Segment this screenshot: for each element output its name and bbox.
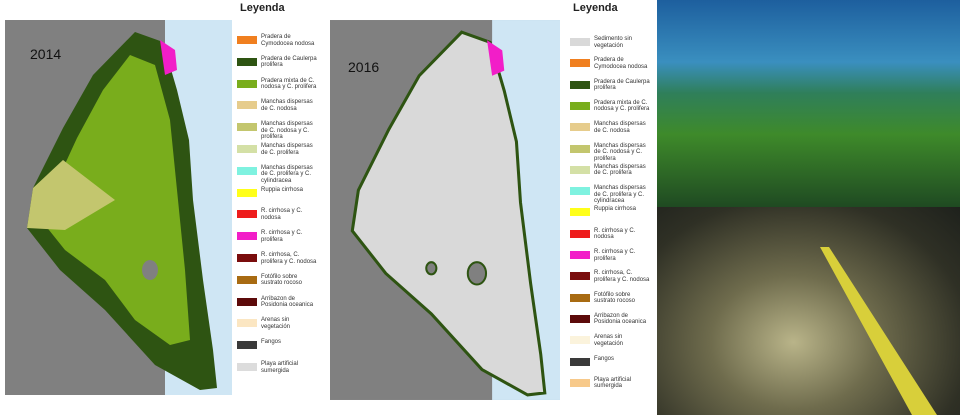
legend-swatch <box>237 79 257 88</box>
legend-title: Leyenda <box>240 2 285 14</box>
legend-swatch <box>570 378 590 387</box>
legend-swatch <box>570 272 590 281</box>
photo-seagrass <box>657 0 960 207</box>
legend-swatch <box>570 144 590 153</box>
legend-label: Ruppia cirrhosa <box>594 206 637 213</box>
legend-label: Pradera de Cymodocea nodosa <box>594 57 648 70</box>
legend-label: Arenas sin vegetación <box>261 317 291 330</box>
legend-swatch <box>570 101 590 110</box>
legend-swatch <box>237 363 257 371</box>
legend-label: Pradera de Caulerpa prolifera <box>594 78 650 92</box>
legend-label: R. cirrhosa, C. prolifera y C. nodosa <box>594 270 650 283</box>
legend-label: R. cirrhosa, C. prolifera y C. nodosa <box>261 252 317 265</box>
legend-swatch <box>570 187 590 196</box>
legend-swatch <box>570 80 590 89</box>
legend-label: Arribazon de Posidonia oceanica <box>594 312 647 326</box>
legend-label: Playa artificial sumergida <box>261 361 299 374</box>
legend-title: Leyenda <box>573 2 618 14</box>
legend-swatch <box>237 232 257 241</box>
legend-label: Playa artificial sumergida <box>594 376 632 390</box>
legend-swatch <box>237 319 257 328</box>
legend-label: Fotófilo sobre sustrato rocoso <box>261 273 303 287</box>
legend-swatch <box>237 210 257 219</box>
year-label: 2014 <box>30 46 62 62</box>
legend-swatch <box>570 336 590 345</box>
legend-swatch <box>237 275 257 284</box>
legend-label: Manchas dispersas de C. prolifera y C. c… <box>261 164 313 184</box>
legend-label: Pradera mixta de C. nodosa y C. prolifer… <box>261 77 317 91</box>
legend-label: Ruppia cirrhosa <box>261 186 304 193</box>
legend-label: Manchas dispersas de C. prolifera y C. c… <box>594 185 646 205</box>
legend-label: Fotófilo sobre sustrato rocoso <box>594 291 636 305</box>
legend-swatch <box>570 357 590 366</box>
legend-swatch <box>570 229 590 238</box>
legend-label: Manchas dispersas de C. prolifera <box>261 143 313 156</box>
legend-label: R. cirrhosa y C. prolifera <box>594 249 636 262</box>
legend-label: Fangos <box>594 355 615 362</box>
legend-label: Pradera de Cymodocea nodosa <box>261 34 315 47</box>
legend-label: Manchas dispersas de C. nodosa <box>594 121 646 134</box>
legend-label: Arenas sin vegetación <box>594 334 624 347</box>
legend-label: Manchas dispersas de C. nodosa y C. prol… <box>594 142 646 162</box>
legend-swatch <box>570 314 590 323</box>
map-2016 <box>330 20 560 400</box>
legend-swatch <box>570 251 590 259</box>
legend-label: R. cirrhosa y C. prolifera <box>261 230 303 243</box>
legend-swatch <box>237 341 257 350</box>
year-label: 2016 <box>348 59 380 75</box>
legend-label: Sedimento sin vegetación <box>594 36 633 49</box>
legend-swatch <box>570 59 590 68</box>
legend-swatch <box>237 57 257 66</box>
legend-label: Pradera mixta de C. nodosa y C. prolifer… <box>594 99 650 113</box>
legend-swatch <box>570 293 590 302</box>
legend-label: Arribazon de Posidonia oceanica <box>261 295 314 309</box>
legend-swatch <box>237 166 257 175</box>
legend-label: Manchas dispersas de C. nodosa <box>261 99 313 112</box>
legend-label: Fangos <box>261 339 282 346</box>
legend-swatch <box>237 101 257 110</box>
legend-swatch <box>570 38 590 46</box>
tape-measure <box>820 247 937 415</box>
legend-swatch <box>237 297 257 306</box>
legend-label: Pradera de Caulerpa prolifera <box>261 55 317 69</box>
legend-swatch <box>237 36 257 44</box>
legend-swatch <box>570 123 590 132</box>
legend-swatch <box>237 123 257 132</box>
legend-swatch <box>237 254 257 262</box>
legend-swatch <box>570 165 590 174</box>
legend-label: Manchas dispersas de C. prolifera <box>594 163 646 177</box>
legend-label: Manchas dispersas de C. nodosa y C. prol… <box>261 121 313 141</box>
legend-label: R. cirrhosa y C. nodosa <box>594 227 636 241</box>
legend-swatch <box>570 208 590 217</box>
legend-swatch <box>237 145 257 153</box>
legend-label: R. cirrhosa y C. nodosa <box>261 208 303 221</box>
map-2014 <box>5 20 232 395</box>
legend-swatch <box>237 188 257 197</box>
